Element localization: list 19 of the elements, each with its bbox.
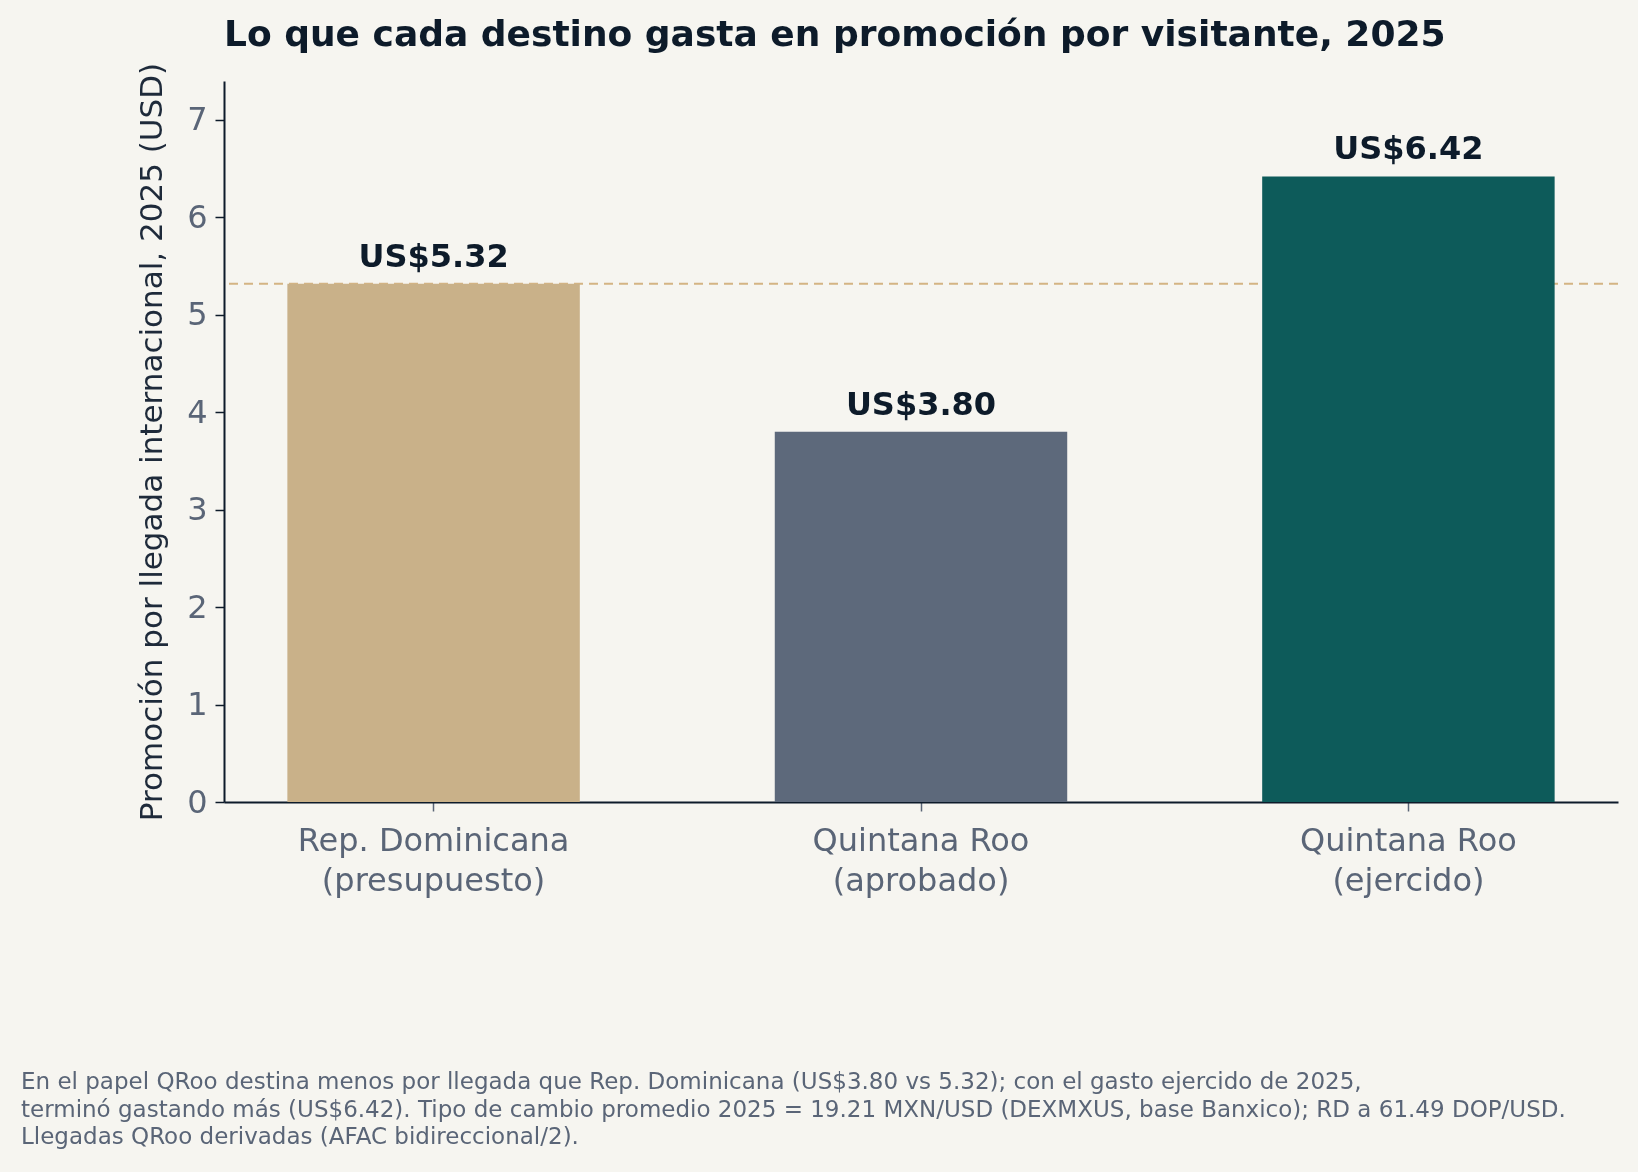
y-tick-label: 4 bbox=[187, 392, 208, 431]
y-tick-label: 5 bbox=[187, 295, 208, 334]
y-axis-title: Promoción por llegada internacional, 2025 (USD) bbox=[133, 62, 170, 822]
y-tick-label: 6 bbox=[187, 197, 208, 236]
text: En el papel QRoo destina menos por llegada que Rep. Dominicana (US$3.80 vs 5.32); con el gasto ejercido de 2025, terminó gastando más (US$6.42). Tipo de cambio promedio 2025 = 19.21 MXN/USD (DEXMXUS, base Banxico); RD a 61.49 DOP/USD. Llegadas QRoo derivadas (AFAC bidireccional/2). bbox=[21, 1068, 1566, 1150]
bar bbox=[774, 431, 1068, 802]
data-label: US$5.32 bbox=[358, 236, 509, 275]
y-tick-label: 2 bbox=[187, 587, 208, 626]
x-tick-label: Quintana Roo (ejercido) bbox=[1300, 820, 1517, 899]
bar bbox=[1262, 176, 1555, 802]
y-tick-label: 1 bbox=[187, 685, 208, 724]
x-tick-label: Quintana Roo (aprobado) bbox=[812, 820, 1030, 899]
data-label: US$3.80 bbox=[845, 384, 997, 423]
data-label: US$6.42 bbox=[1333, 129, 1484, 168]
chart-title: Lo que cada destino gasta en promoción por visitante, 2025 bbox=[224, 13, 1446, 55]
y-tick-label: 3 bbox=[187, 490, 208, 529]
y-tick-label: 0 bbox=[187, 782, 208, 821]
x-tick-label: Rep. Dominicana (presupuesto) bbox=[297, 820, 570, 899]
y-tick-label: 7 bbox=[187, 100, 208, 139]
